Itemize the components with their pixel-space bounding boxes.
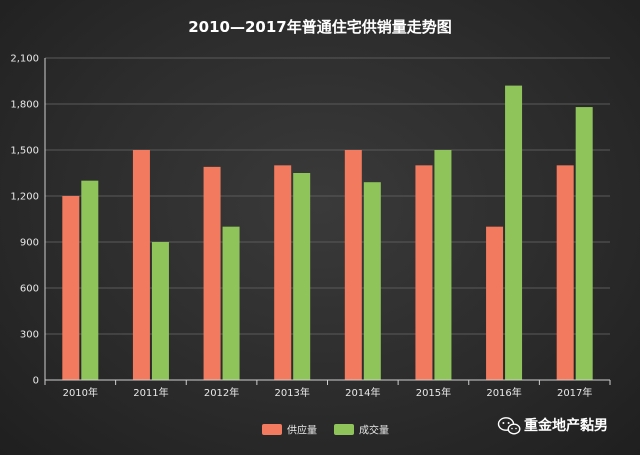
bar-supply: [203, 166, 221, 380]
bar-sales: [222, 226, 240, 380]
y-tick-label: 1,800: [10, 100, 39, 111]
bar-supply: [415, 165, 433, 380]
legend-swatch: [334, 424, 354, 435]
bar-sales: [575, 107, 593, 381]
x-tick-label: 2016年: [486, 386, 521, 399]
y-tick-label: 900: [20, 238, 39, 249]
bars: [62, 85, 593, 381]
x-tick-label: 2014年: [345, 386, 380, 399]
x-tick-label: 2010年: [63, 386, 98, 399]
y-tick-label: 1,200: [10, 192, 39, 203]
legend-label: 成交量: [359, 424, 389, 437]
y-tick-label: 600: [20, 284, 39, 295]
x-tick-label: 2011年: [133, 386, 168, 399]
gridlines: [45, 57, 610, 335]
legend-swatch: [262, 424, 282, 435]
bar-supply: [62, 196, 80, 380]
x-tick-label: 2012年: [204, 386, 239, 399]
y-tick-label: 2,100: [10, 54, 39, 65]
x-tick-label: 2015年: [416, 386, 451, 399]
y-tick-label: 0: [33, 376, 39, 387]
bar-supply: [556, 165, 574, 380]
bar-sales: [505, 85, 523, 380]
bar-supply: [132, 150, 150, 380]
y-tick-label: 300: [20, 330, 39, 341]
bar-sales: [151, 242, 169, 380]
bar-sales: [434, 150, 452, 380]
bar-supply: [344, 150, 362, 380]
chart-title: 2010—2017年普通住宅供销量走势图: [188, 18, 452, 36]
bar-supply: [486, 226, 504, 380]
x-axis: 2010年 2011年 2012年 2013年 2014年 2015年 2016年 2017年: [44, 58, 611, 399]
watermark: 重金地产黏男: [497, 417, 608, 435]
bar-sales: [81, 180, 99, 380]
bar-sales: [363, 182, 381, 380]
bar-supply: [274, 165, 292, 380]
legend-label: 供应量: [287, 424, 317, 437]
y-axis-ticks: 0 300 600 900 1,200 1,500 1,800 2,100: [10, 54, 39, 387]
x-tick-label: 2017年: [557, 386, 592, 399]
watermark-text: 重金地产黏男: [524, 417, 608, 434]
legend: 供应量 成交量: [262, 424, 389, 437]
x-tick-label: 2013年: [274, 386, 309, 399]
y-tick-label: 1,500: [10, 146, 39, 157]
bar-sales: [293, 173, 311, 380]
wechat-icon: [497, 417, 521, 435]
